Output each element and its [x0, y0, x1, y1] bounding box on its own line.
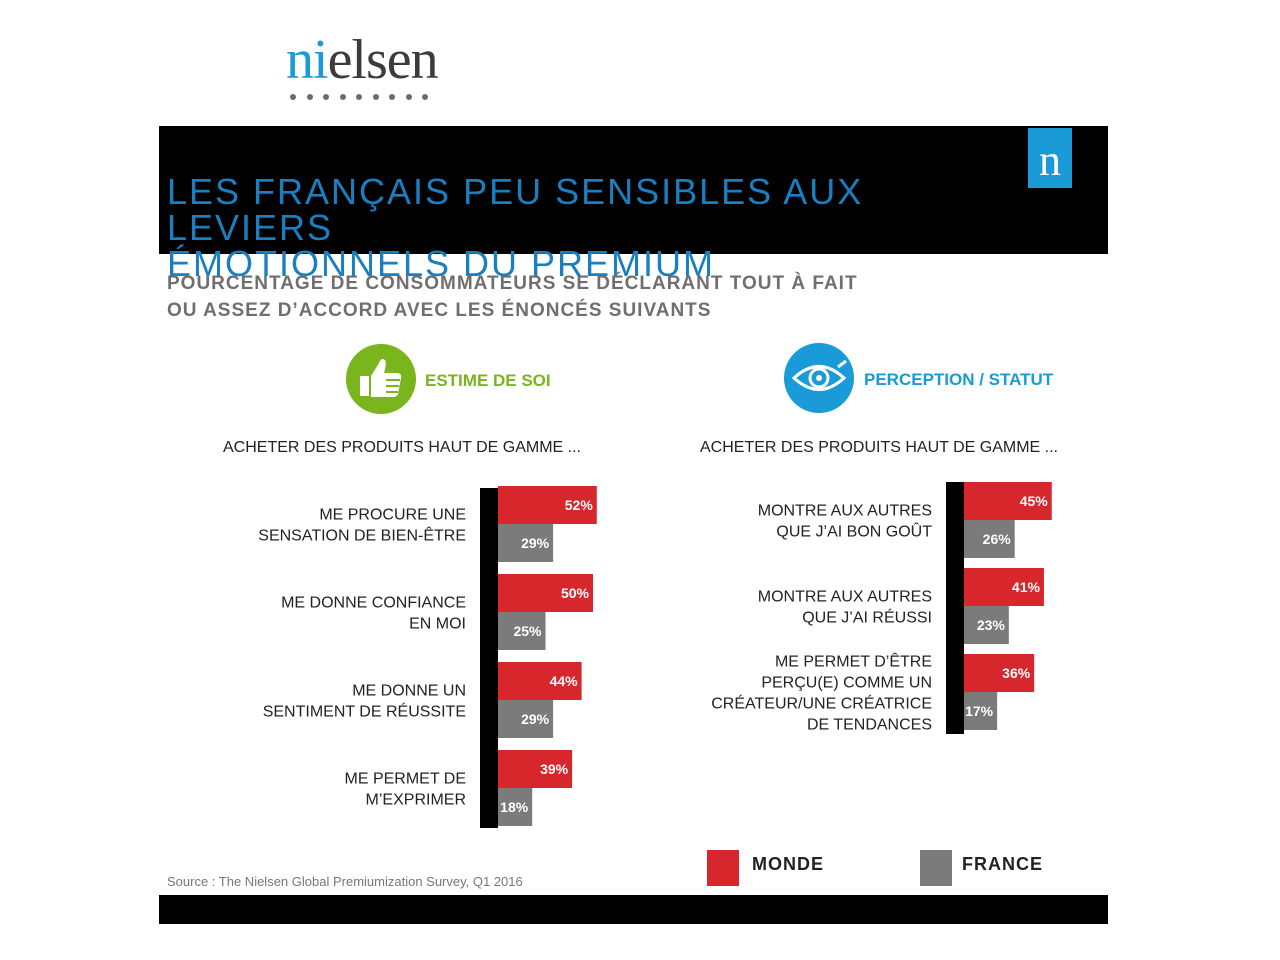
thumbs-up-icon: [346, 344, 416, 414]
bar-monde: [498, 486, 597, 524]
bar-value-label: 25%: [513, 623, 542, 639]
eye-icon: [784, 343, 854, 413]
section-label-perception: PERCEPTION / STATUT: [864, 370, 1054, 389]
category-label: MONTRE AUX AUTRES: [758, 502, 932, 519]
bar-chart-estime-de-soi: 52% 29% ME PROCURE UNE SENSATION DE BIEN-ÊT…: [258, 486, 597, 828]
bar-value-label: 39%: [540, 761, 569, 777]
nielsen-n-logo: n: [1028, 128, 1072, 188]
legend-label-france: FRANCE: [962, 854, 1043, 874]
bar-value-label: 29%: [521, 535, 550, 551]
logo-wordmark: nielsen: [286, 29, 439, 91]
category-label: QUE J’AI RÉUSSI: [802, 607, 932, 626]
bar-value-label: 36%: [1002, 665, 1031, 681]
category-label: PERÇU(E) COMME UN: [761, 674, 932, 691]
bar-france: [964, 692, 998, 730]
bar-france: [498, 524, 554, 562]
bar-france: [964, 520, 1015, 558]
bar-value-label: 44%: [550, 673, 579, 689]
category-label: SENSATION DE BIEN-ÊTRE: [258, 525, 466, 544]
chart-subtitle: POURCENTAGE DE CONSOMMATEURS SE DÉCLARAN…: [167, 270, 927, 324]
category-label: ME DONNE CONFIANCE: [281, 594, 466, 611]
bar-value-label: 18%: [500, 799, 529, 815]
category-label: MONTRE AUX AUTRES: [758, 588, 932, 605]
bar-monde: [498, 574, 593, 612]
bar-france: [498, 612, 546, 650]
category-label: M’EXPRIMER: [366, 791, 466, 808]
category-label: SENTIMENT DE RÉUSSITE: [263, 701, 466, 720]
bar-value-label: 45%: [1020, 493, 1049, 509]
bar-value-label: 17%: [965, 703, 994, 719]
category-label: ME DONNE UN: [352, 682, 466, 699]
bar-france: [498, 788, 533, 826]
nielsen-logo: nielsen: [286, 30, 476, 110]
bar-value-label: 52%: [565, 497, 594, 513]
bar-monde: [498, 750, 573, 788]
logo-dots: [290, 94, 428, 100]
category-label: EN MOI: [409, 615, 466, 632]
bar-france: [964, 606, 1009, 644]
bar-value-label: 23%: [977, 617, 1006, 633]
title-banner: LES FRANÇAIS PEU SENSIBLES AUX LEVIERS É…: [159, 126, 1108, 282]
bar-value-label: 41%: [1012, 579, 1041, 595]
legend-swatch-monde: [707, 850, 739, 886]
category-axis: [946, 482, 964, 734]
source-note: Source : The Nielsen Global Premiumizati…: [167, 874, 523, 889]
bar-france: [498, 700, 554, 738]
bar-value-label: 29%: [521, 711, 550, 727]
question-right: ACHETER DES PRODUITS HAUT DE GAMME ...: [700, 439, 1058, 456]
title-line-1: LES FRANÇAIS PEU SENSIBLES AUX LEVIERS: [167, 171, 864, 248]
bar-monde: [964, 654, 1035, 692]
legend-swatch-france: [920, 850, 952, 886]
category-label: DE TENDANCES: [807, 716, 932, 733]
category-label: CRÉATEUR/UNE CRÉATRICE: [711, 693, 932, 712]
legend-label-monde: MONDE: [752, 854, 824, 874]
bar-monde: [498, 662, 582, 700]
category-label: ME PERMET D’ÊTRE: [775, 651, 932, 670]
subtitle-line-2: OU ASSEZ D’ACCORD AVEC LES ÉNONCÉS SUIVA…: [167, 300, 712, 321]
title-line-2: ÉMOTIONNELS DU PREMIUM: [167, 243, 716, 284]
bar-chart-perception-statut: 45% 26% MONTRE AUX AUTRES QUE J’AI BON GOÛT…: [711, 482, 1052, 734]
footer-bar: [159, 895, 1108, 924]
bar-value-label: 26%: [983, 531, 1012, 547]
category-axis: [480, 488, 498, 828]
question-left: ACHETER DES PRODUITS HAUT DE GAMME ...: [223, 439, 581, 456]
category-label: QUE J’AI BON GOÛT: [776, 521, 932, 540]
bar-value-label: 50%: [561, 585, 590, 601]
bar-monde: [964, 568, 1044, 606]
section-label-estime: ESTIME DE SOI: [425, 371, 551, 390]
category-label: ME PROCURE UNE: [319, 506, 466, 523]
category-label: ME PERMET DE: [345, 770, 467, 787]
subtitle-line-1: POURCENTAGE DE CONSOMMATEURS SE DÉCLARAN…: [167, 273, 858, 294]
bar-monde: [964, 482, 1052, 520]
page-title: LES FRANÇAIS PEU SENSIBLES AUX LEVIERS É…: [167, 174, 1007, 282]
